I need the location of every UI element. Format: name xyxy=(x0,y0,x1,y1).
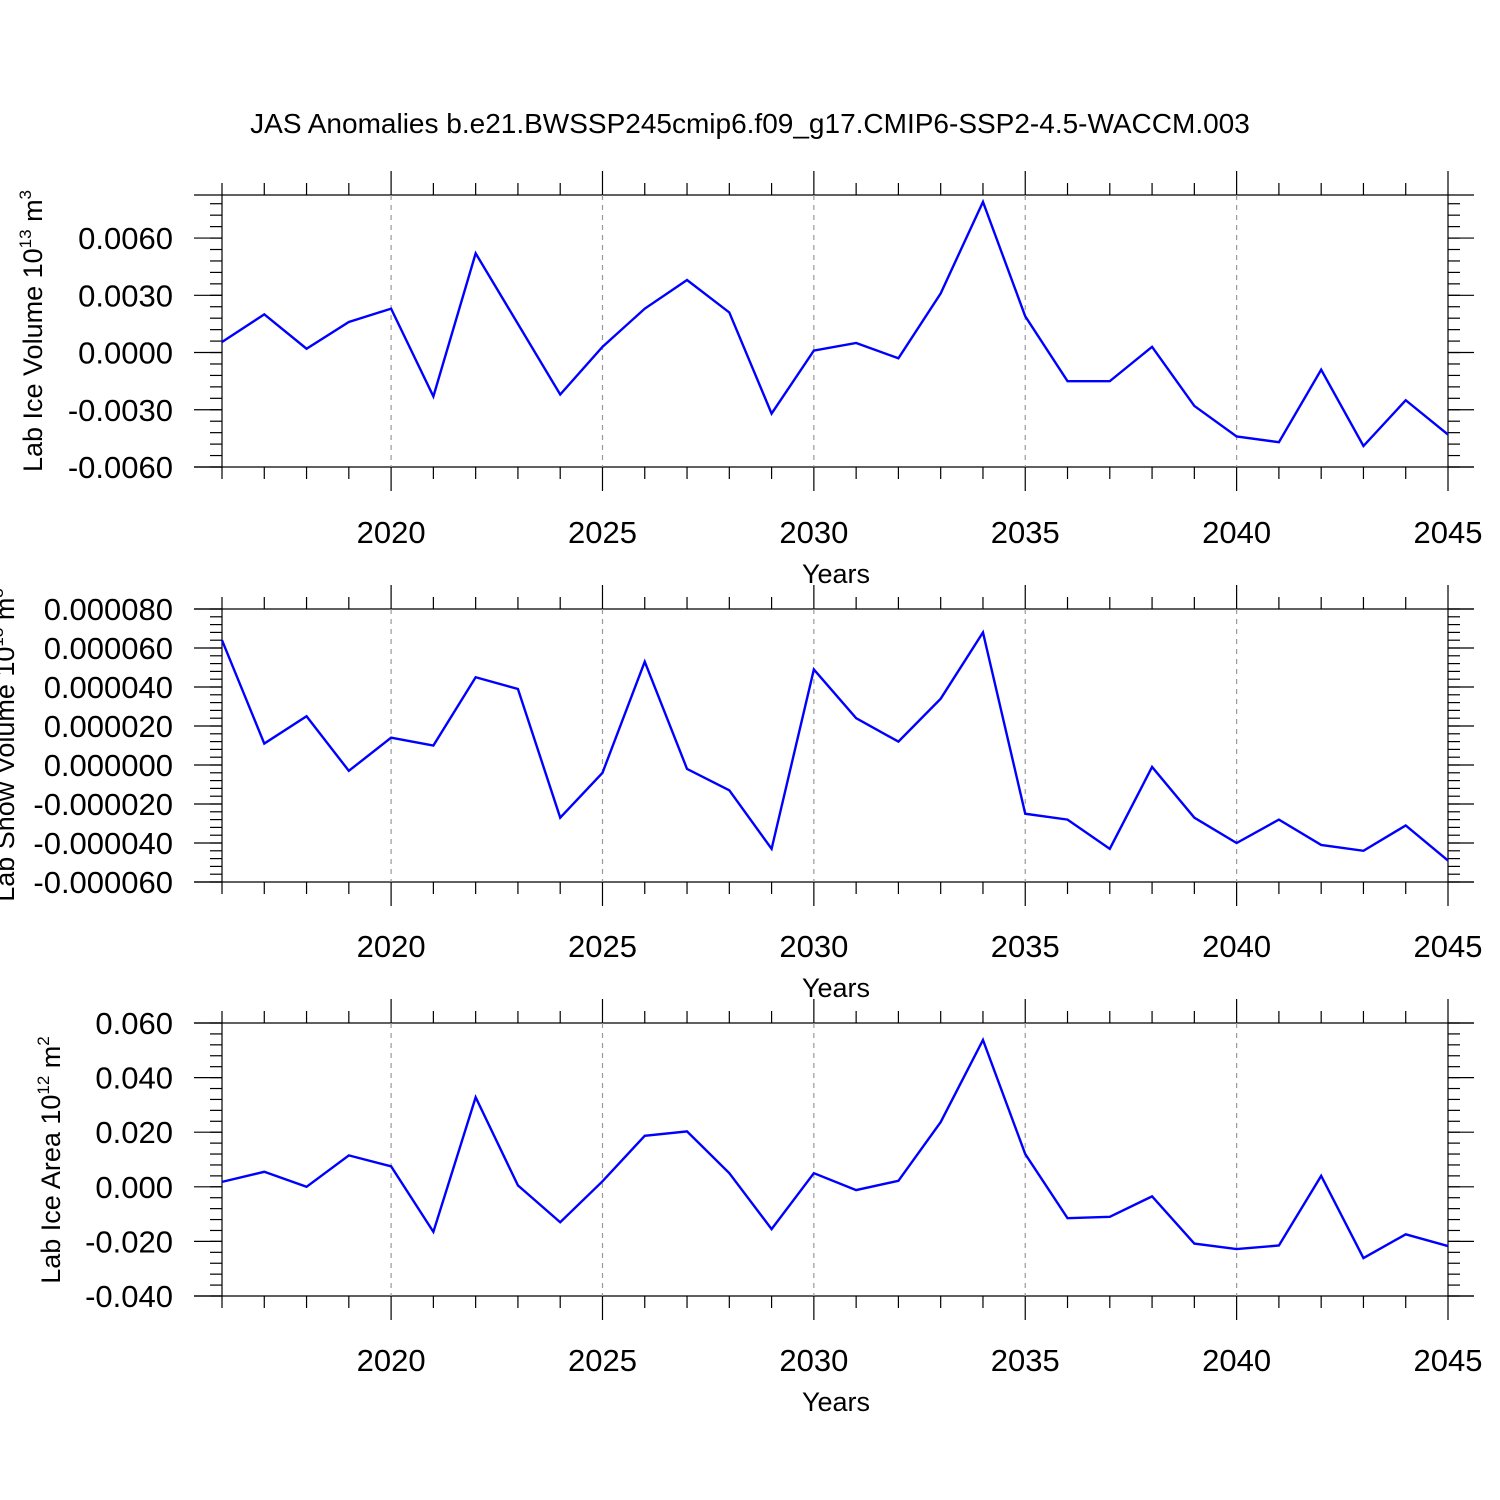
y-axis-label-exp: 13 xyxy=(0,628,7,647)
panel-2: 2020 2025 2030 2035 2040 2045 0.000080 0.000060… xyxy=(0,585,1482,1003)
figure-title: JAS Anomalies b.e21.BWSSP245cmip6.f09_g1… xyxy=(250,108,1250,139)
x-tick-label: 2035 xyxy=(991,515,1060,550)
y-tick-label: -0.0030 xyxy=(68,393,173,428)
y-tick-label: 0.000000 xyxy=(44,748,173,783)
x-axis-label: Years xyxy=(802,559,870,589)
panels: 2020 2025 2030 2035 2040 2045 0.0060 0.0030 0.00… xyxy=(0,171,1482,1417)
x-axis-label: Years xyxy=(802,1387,870,1417)
x-tick-label: 2045 xyxy=(1414,929,1483,964)
y-tick-label: -0.040 xyxy=(85,1279,173,1314)
y-tick-label: 0.000040 xyxy=(44,670,173,705)
y-axis-label-unit-exp: 2 xyxy=(34,1036,53,1045)
y-axis-label-unit-exp: 3 xyxy=(16,190,35,199)
y-axis-label: Lab Ice Area 1012 m2 xyxy=(34,1036,66,1284)
y-axis-label: Lab Snow Volume 1013 m3 xyxy=(0,588,20,902)
panel-3: 2020 2025 2030 2035 2040 2045 0.060 0.040 0.020 0… xyxy=(34,999,1482,1417)
y-tick-label: -0.000040 xyxy=(33,826,173,861)
y-axis-label: Lab Ice Volume 1013 m3 xyxy=(16,190,48,472)
y-axis-label-text: Lab Ice Volume 10 xyxy=(18,248,48,472)
y-tick-label: 0.0030 xyxy=(78,278,173,313)
x-tick-label: 2030 xyxy=(779,929,848,964)
x-tick-label: 2025 xyxy=(568,1343,637,1378)
y-tick-label: 0.020 xyxy=(95,1115,173,1150)
x-tick-label: 2020 xyxy=(357,515,426,550)
x-axis-label: Years xyxy=(802,973,870,1003)
x-tick-label: 2040 xyxy=(1202,1343,1271,1378)
x-tick-label: 2025 xyxy=(568,515,637,550)
y-tick-label: 0.040 xyxy=(95,1061,173,1096)
y-axis-label-text: Lab Ice Area 10 xyxy=(36,1095,66,1284)
x-tick-label: 2040 xyxy=(1202,515,1271,550)
x-tick-label: 2020 xyxy=(357,1343,426,1378)
y-axis-label-exp: 13 xyxy=(16,229,35,248)
x-tick-label: 2020 xyxy=(357,929,426,964)
y-tick-label: 0.000 xyxy=(95,1170,173,1205)
y-tick-label: 0.0060 xyxy=(78,221,173,256)
x-tick-label: 2035 xyxy=(991,929,1060,964)
y-tick-label: -0.020 xyxy=(85,1224,173,1259)
series-line-1 xyxy=(221,198,1449,449)
x-tick-label: 2035 xyxy=(991,1343,1060,1378)
series-line-3 xyxy=(221,1036,1449,1260)
x-tick-label: 2045 xyxy=(1414,515,1483,550)
x-tick-label: 2040 xyxy=(1202,929,1271,964)
y-tick-label: 0.000060 xyxy=(44,631,173,666)
y-tick-label: -0.0060 xyxy=(68,450,173,485)
x-tick-label: 2030 xyxy=(779,515,848,550)
y-tick-label: -0.000060 xyxy=(33,865,173,900)
y-axis-label-unit: m xyxy=(18,199,48,229)
x-tick-label: 2030 xyxy=(779,1343,848,1378)
y-tick-label: 0.0000 xyxy=(78,336,173,371)
y-tick-label: 0.000020 xyxy=(44,709,173,744)
y-axis-label-unit: m xyxy=(36,1046,66,1076)
y-axis-label-unit: m xyxy=(0,598,20,628)
x-tick-label: 2045 xyxy=(1414,1343,1483,1378)
y-axis-label-text: Lab Snow Volume 10 xyxy=(0,647,20,902)
panel-1: 2020 2025 2030 2035 2040 2045 0.0060 0.0030 0.00… xyxy=(16,171,1482,589)
series-line-2 xyxy=(220,629,1449,862)
y-axis-label-unit-exp: 3 xyxy=(0,588,7,597)
y-axis-label-exp: 12 xyxy=(34,1076,53,1095)
y-tick-label: 0.060 xyxy=(95,1006,173,1041)
y-tick-label: -0.000020 xyxy=(33,787,173,822)
y-tick-label: 0.000080 xyxy=(44,592,173,627)
x-tick-label: 2025 xyxy=(568,929,637,964)
